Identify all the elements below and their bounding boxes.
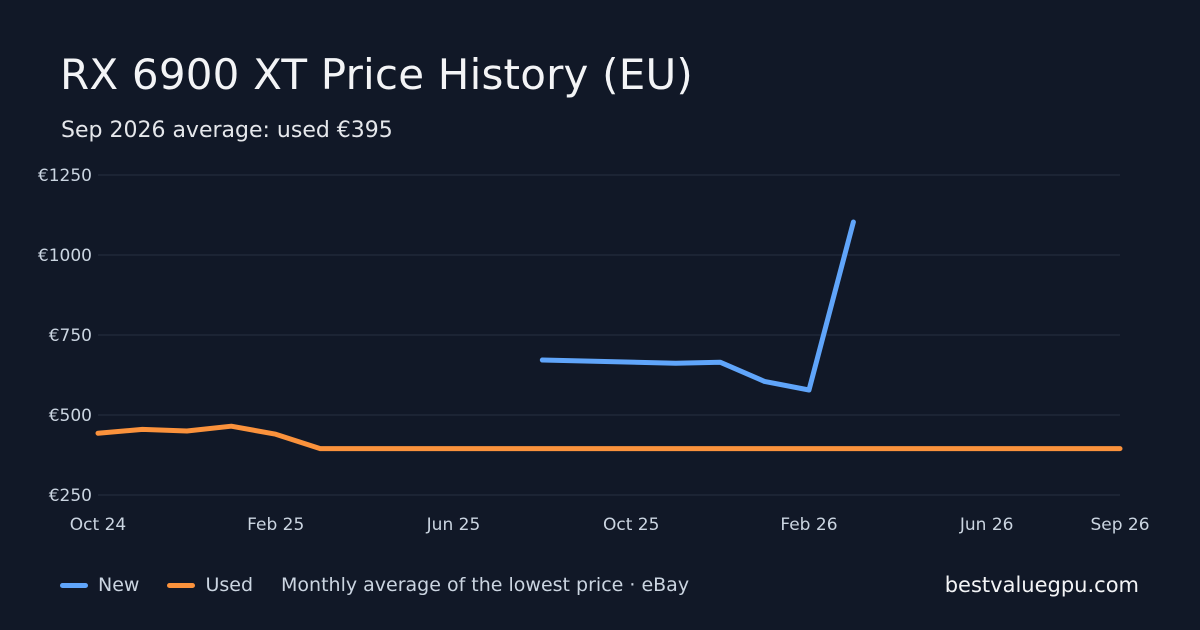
x-tick-label: Feb 25	[247, 515, 304, 535]
chart-subtitle: Sep 2026 average: used €395	[61, 118, 393, 143]
x-tick-label: Feb 26	[780, 515, 837, 535]
x-tick-label: Oct 25	[603, 515, 659, 535]
x-tick-label: Jun 26	[959, 515, 1014, 535]
x-axis-labels: Oct 24 Feb 25 Jun 25 Oct 25 Feb 26 Jun 26 Sep …	[70, 515, 1150, 535]
x-tick-label: Jun 25	[426, 515, 481, 535]
series-line-new[interactable]	[539, 219, 856, 393]
legend-label-used: Used	[205, 574, 254, 596]
brand-label: bestvaluegpu.com	[944, 573, 1139, 597]
y-tick-label: €750	[49, 326, 92, 346]
y-tick-label: €1250	[38, 166, 92, 186]
y-tick-label: €1000	[38, 246, 92, 266]
y-tick-label: €500	[49, 406, 92, 426]
legend-label-new: New	[98, 574, 140, 596]
chart-title: RX 6900 XT Price History (EU)	[60, 50, 694, 99]
legend: New Used Monthly average of the lowest p…	[60, 574, 689, 596]
legend-note: Monthly average of the lowest price · eB…	[281, 574, 690, 596]
legend-item-new[interactable]: New	[60, 574, 139, 596]
y-tick-label: €250	[49, 486, 92, 506]
legend-item-used[interactable]: Used	[167, 574, 253, 596]
legend-swatch-used	[167, 582, 196, 588]
grid-layer	[98, 174, 1120, 496]
y-axis-labels: €250 €500 €750 €1000 €1250	[38, 166, 92, 506]
series-line-used[interactable]	[95, 423, 1123, 452]
series-layer	[95, 219, 1123, 452]
legend-swatch-new	[60, 582, 88, 588]
x-tick-label: Oct 24	[70, 515, 126, 535]
x-tick-label: Sep 26	[1090, 515, 1149, 535]
